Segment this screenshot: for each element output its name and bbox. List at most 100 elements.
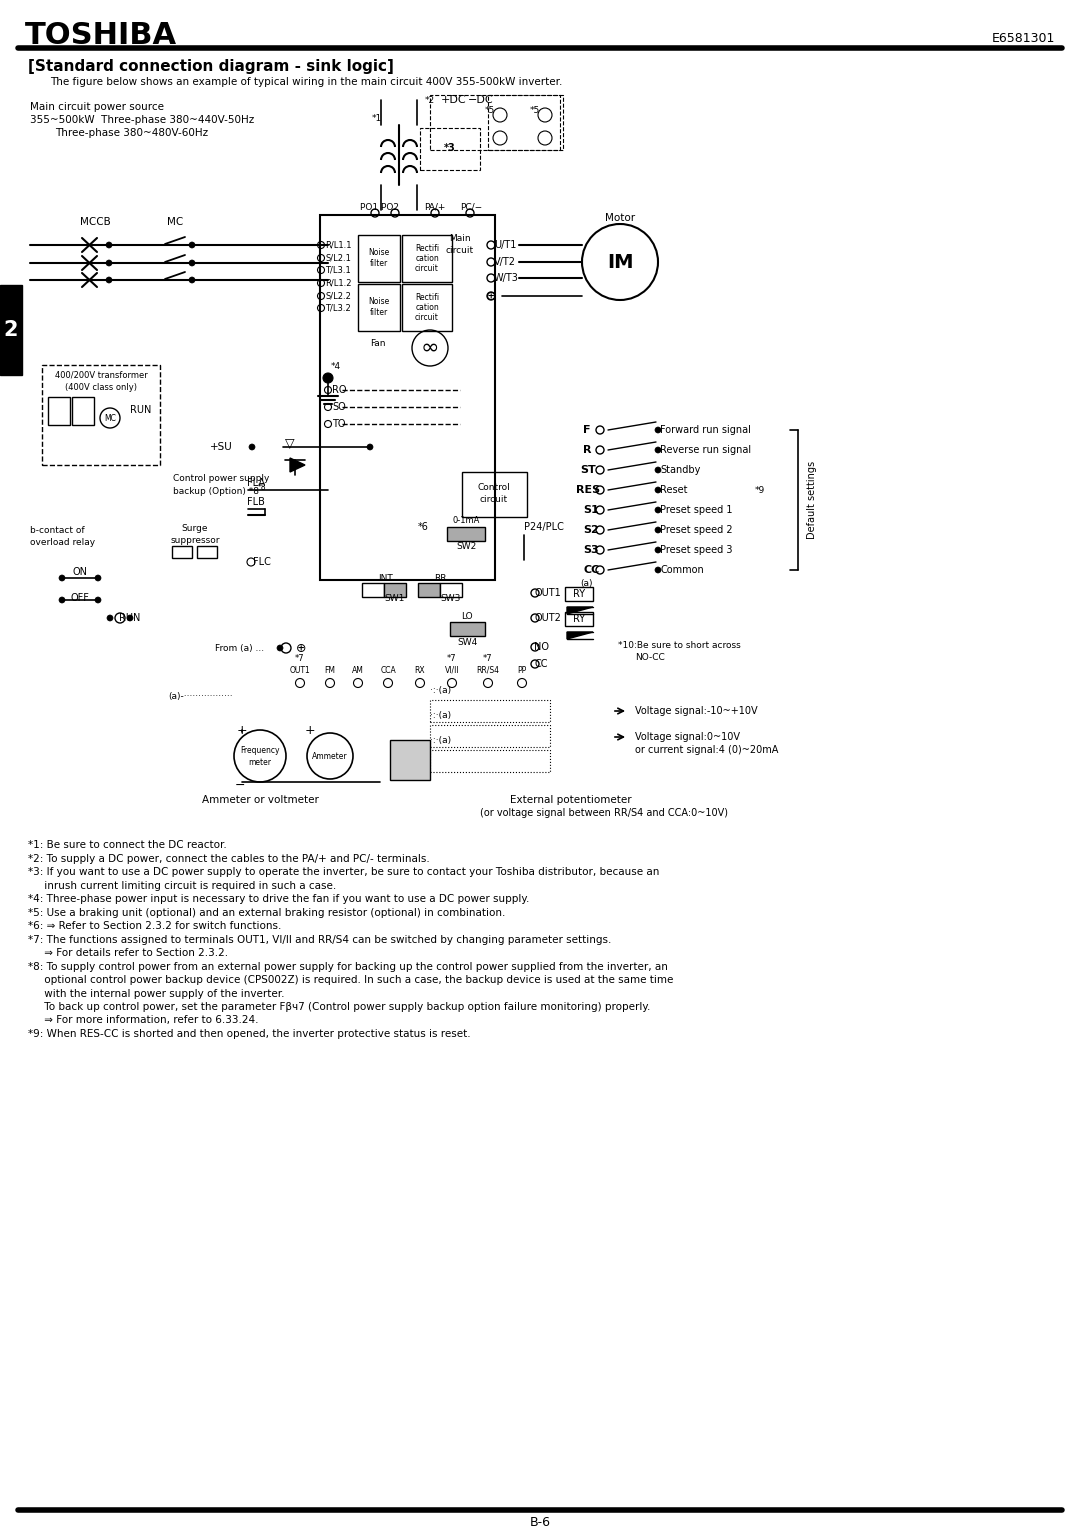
Text: MCCB: MCCB (80, 218, 110, 227)
Text: OUT1: OUT1 (289, 665, 310, 674)
Circle shape (654, 527, 661, 533)
Circle shape (367, 444, 373, 450)
Circle shape (276, 645, 283, 651)
Text: *4: Three-phase power input is necessary to drive the fan if you want to use a D: *4: Three-phase power input is necessary… (28, 895, 529, 904)
Text: IM: IM (607, 253, 633, 271)
Text: CC: CC (583, 565, 599, 574)
Text: backup (Option) *8: backup (Option) *8 (173, 487, 259, 495)
Text: +DC: +DC (441, 95, 467, 106)
Circle shape (95, 574, 102, 581)
Circle shape (127, 614, 133, 620)
Bar (565, 611, 593, 627)
Text: *6: *6 (418, 522, 429, 532)
Bar (402, 283, 453, 331)
Text: Ammeter or voltmeter: Ammeter or voltmeter (202, 795, 319, 804)
Text: (400V class only): (400V class only) (65, 383, 137, 392)
Bar (565, 587, 593, 601)
Text: SO: SO (332, 401, 346, 412)
Text: *1: *1 (372, 113, 382, 123)
Circle shape (189, 277, 195, 283)
Text: *2: *2 (424, 95, 435, 104)
Circle shape (59, 597, 65, 604)
Text: Control: Control (477, 483, 511, 492)
Text: Reset: Reset (660, 486, 688, 495)
Text: [Standard connection diagram - sink logic]: [Standard connection diagram - sink logi… (28, 58, 394, 74)
Text: b-contact of: b-contact of (30, 525, 84, 535)
Text: SW1: SW1 (384, 593, 405, 602)
Text: *5: *5 (530, 106, 540, 115)
Text: RY: RY (572, 588, 585, 599)
Text: F: F (583, 424, 591, 435)
Text: S/L2.1: S/L2.1 (325, 253, 351, 262)
Text: *5: Use a braking unit (optional) and an external braking resistor (optional) in: *5: Use a braking unit (optional) and an… (28, 907, 505, 918)
Circle shape (106, 242, 112, 248)
Text: RY: RY (572, 614, 585, 624)
Text: TOSHIBA: TOSHIBA (25, 20, 177, 49)
Text: External potentiometer: External potentiometer (510, 795, 632, 804)
Text: NO-CC: NO-CC (635, 653, 665, 662)
Text: PC/−: PC/− (460, 202, 482, 211)
Text: *4: *4 (330, 362, 341, 371)
Text: FLC: FLC (253, 558, 271, 567)
Bar (197, 545, 217, 558)
Bar (462, 472, 527, 516)
Text: Rectifi: Rectifi (415, 244, 440, 253)
Text: PA/+: PA/+ (424, 202, 445, 211)
Text: S1: S1 (583, 506, 598, 515)
Text: Three-phase 380~480V-60Hz: Three-phase 380~480V-60Hz (55, 129, 208, 138)
Text: ∞: ∞ (421, 339, 440, 358)
Text: TO: TO (332, 418, 346, 429)
Text: (or voltage signal between RR/S4 and CCA:0~10V): (or voltage signal between RR/S4 and CCA… (480, 807, 728, 818)
Bar (402, 234, 453, 282)
Text: Surge: Surge (181, 524, 208, 533)
Text: −: − (234, 778, 245, 792)
Text: Voltage signal:0~10V: Voltage signal:0~10V (635, 732, 740, 741)
Text: RES: RES (576, 486, 600, 495)
Bar (488, 95, 563, 150)
Text: LO: LO (461, 611, 473, 620)
Text: (a)-·················: (a)-················· (168, 691, 232, 700)
Text: Main circuit power source: Main circuit power source (30, 103, 164, 112)
Text: U/T1: U/T1 (494, 241, 516, 250)
Text: *3: *3 (444, 142, 456, 153)
Text: Fan: Fan (370, 339, 386, 348)
Bar (430, 725, 550, 748)
Circle shape (95, 597, 102, 604)
Text: SW3: SW3 (441, 593, 461, 602)
Bar (0, 285, 22, 375)
Text: *7: *7 (483, 654, 492, 662)
Text: *7: *7 (447, 654, 457, 662)
Circle shape (654, 547, 661, 553)
Text: RUN: RUN (119, 613, 140, 624)
Text: Standby: Standby (660, 466, 700, 475)
Text: circuit: circuit (415, 264, 438, 273)
Text: ▽: ▽ (285, 437, 295, 449)
Text: −DC: −DC (468, 95, 494, 106)
Bar (418, 584, 440, 597)
Circle shape (59, 574, 65, 581)
Text: *6: ⇒ Refer to Section 2.3.2 for switch functions.: *6: ⇒ Refer to Section 2.3.2 for switch … (28, 921, 282, 931)
Text: R/L1.1: R/L1.1 (325, 241, 351, 250)
Text: MC: MC (104, 414, 116, 423)
Text: ST: ST (580, 466, 596, 475)
Text: S2: S2 (583, 525, 598, 535)
Text: VI/II: VI/II (445, 665, 459, 674)
Text: ⇒ For more information, refer to 6.33.24.: ⇒ For more information, refer to 6.33.24… (28, 1016, 258, 1025)
Text: ⊕: ⊕ (486, 290, 496, 302)
Text: cation: cation (415, 253, 438, 262)
Text: *8: To supply control power from an external power supply for backing up the con: *8: To supply control power from an exte… (28, 962, 667, 971)
Text: FM: FM (324, 665, 336, 674)
Circle shape (106, 260, 112, 267)
Text: Rectifi: Rectifi (415, 293, 440, 302)
Polygon shape (567, 607, 593, 614)
Text: Frequency: Frequency (240, 746, 280, 754)
Text: R: R (583, 444, 592, 455)
Text: MC: MC (167, 218, 184, 227)
Text: The figure below shows an example of typical wiring in the main circuit 400V 355: The figure below shows an example of typ… (50, 77, 563, 87)
Text: *2: To supply a DC power, connect the cables to the PA/+ and PC/- terminals.: *2: To supply a DC power, connect the ca… (28, 853, 430, 864)
Bar (447, 527, 485, 541)
Text: 400/200V transformer: 400/200V transformer (55, 371, 147, 380)
Text: PO1 PO2: PO1 PO2 (360, 202, 399, 211)
Text: E6581301: E6581301 (991, 32, 1055, 44)
Circle shape (189, 242, 195, 248)
